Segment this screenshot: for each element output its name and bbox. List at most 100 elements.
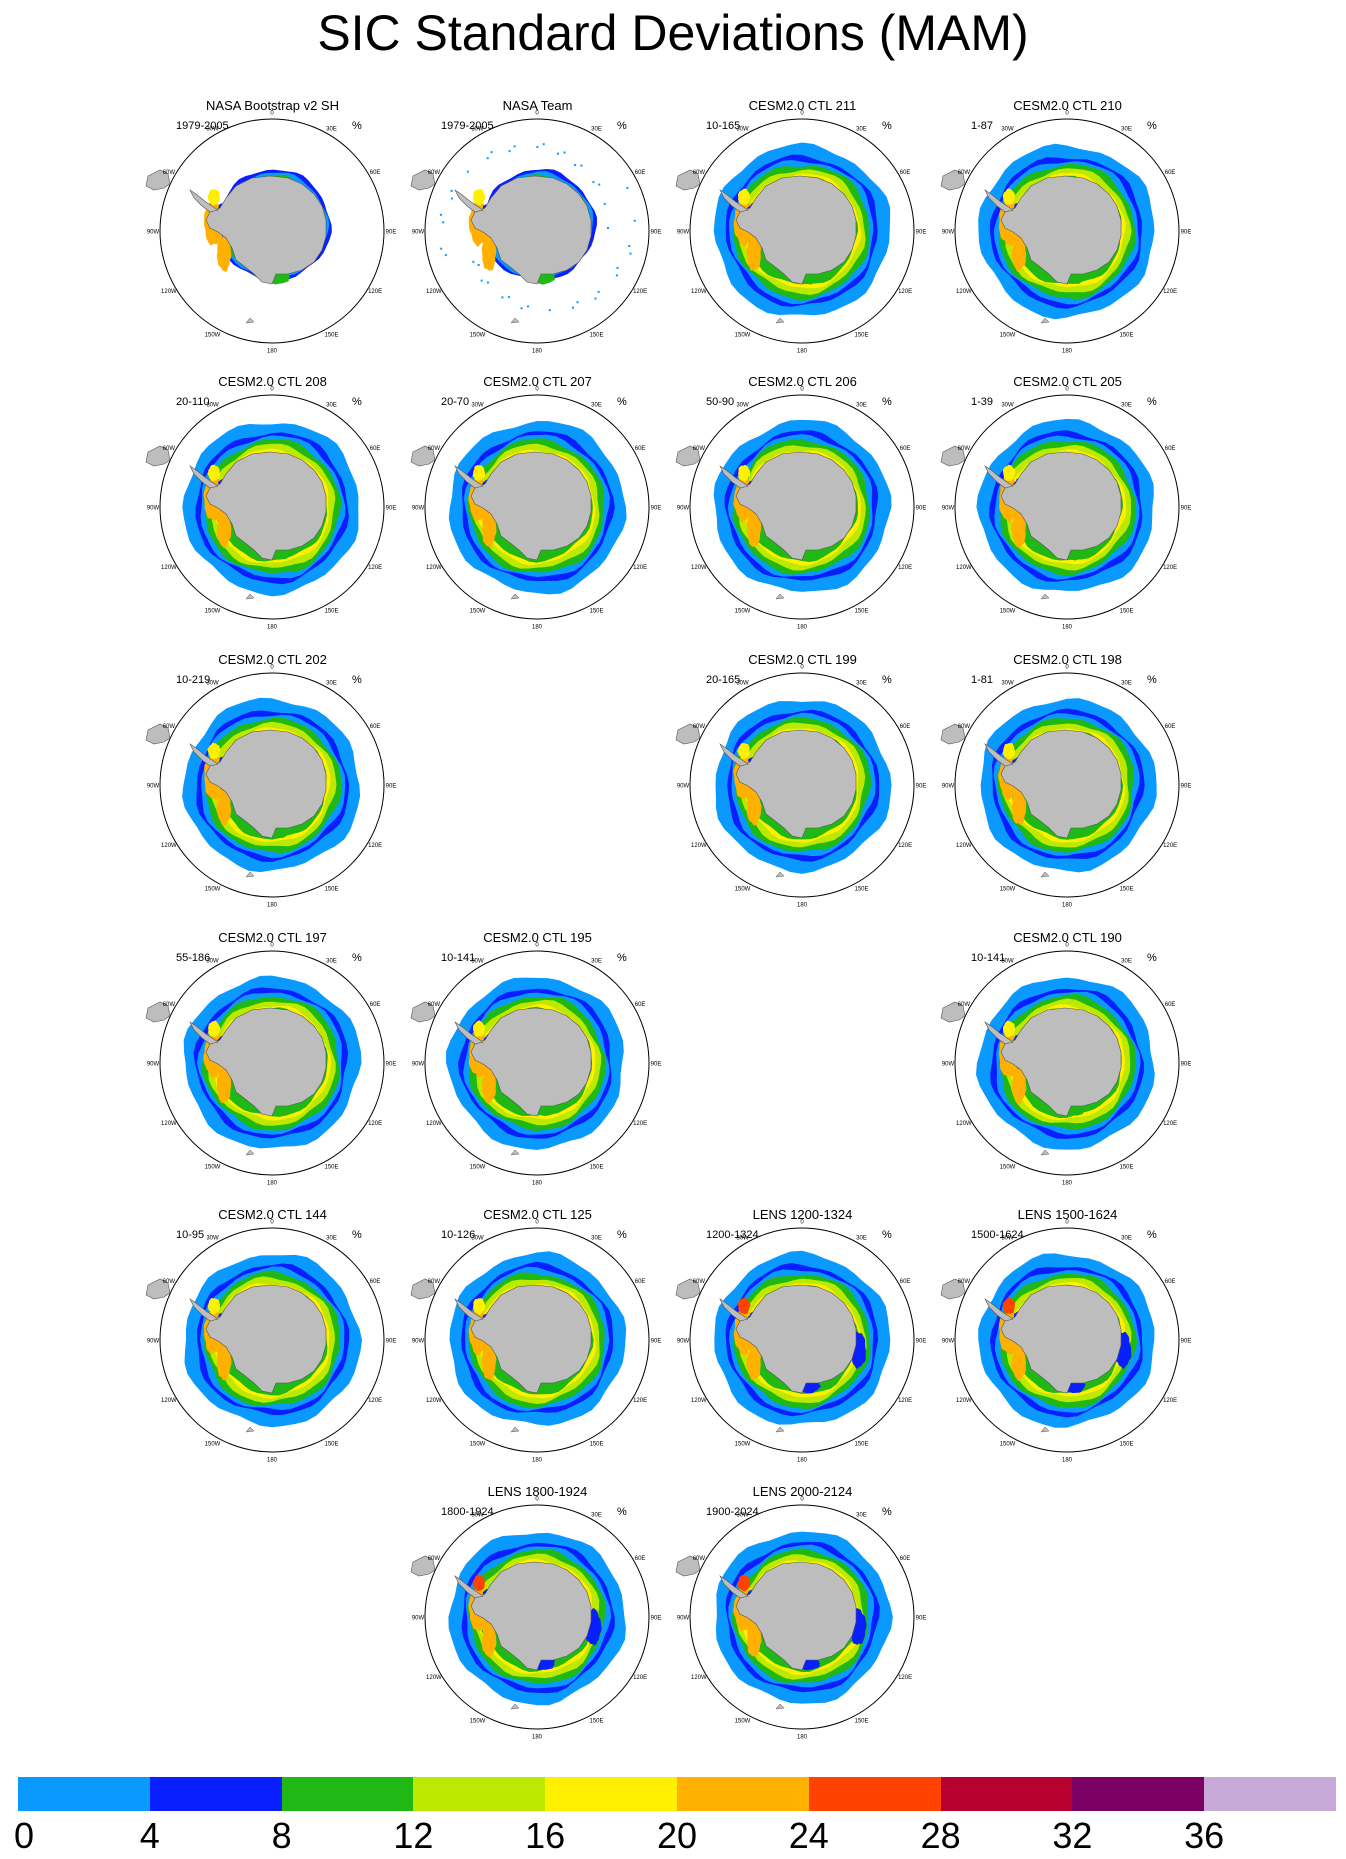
longitude-label: 60W bbox=[958, 1279, 971, 1285]
south-america-tip bbox=[145, 445, 171, 467]
longitude-label: 60E bbox=[1165, 170, 1176, 176]
longitude-label: 30E bbox=[591, 1512, 602, 1518]
polar-map: 0 30E 60E 90E 120E 150E 180 150W 120W 90W 60W 30W bbox=[940, 665, 1191, 909]
longitude-label: 120W bbox=[161, 1121, 177, 1127]
longitude-label: 60E bbox=[1165, 724, 1176, 730]
panel-unit-label: % bbox=[1147, 674, 1157, 686]
longitude-label: 120E bbox=[368, 289, 382, 295]
longitude-label: 180 bbox=[797, 1458, 808, 1464]
panel-unit-label: % bbox=[882, 674, 892, 686]
colorbar-tick-label: 20 bbox=[656, 1815, 698, 1856]
antarctica-landmass bbox=[1000, 1284, 1122, 1394]
longitude-label: 30E bbox=[1121, 402, 1132, 408]
sic-pixel bbox=[508, 150, 511, 153]
longitude-label: 90E bbox=[386, 506, 397, 512]
sic-contour-band bbox=[1011, 1067, 1027, 1105]
panel-title: CESM2.0 CTL 205 bbox=[1013, 374, 1122, 389]
longitude-label: 90W bbox=[147, 784, 160, 790]
longitude-label: 120E bbox=[898, 843, 912, 849]
longitude-label: 120E bbox=[633, 1675, 647, 1681]
panel-range-label: 10-141 bbox=[971, 952, 1006, 964]
figure-title: SIC Standard Deviations (MAM) bbox=[317, 5, 1029, 61]
sic-contour-band bbox=[481, 234, 497, 271]
sic-pixel bbox=[450, 197, 453, 200]
sic-pixel bbox=[442, 221, 445, 224]
longitude-label: 150E bbox=[1119, 609, 1133, 615]
polar-map: 0 30E 60E 90E 120E 150E 180 150W 120W 90W 60W 30W bbox=[675, 1497, 927, 1741]
map-panel: 0 30E 60E 90E 120E 150E 180 150W 120W 90W 60W 30W LE… bbox=[935, 1207, 1200, 1482]
panel-title: LENS 1800-1924 bbox=[487, 1484, 588, 1499]
longitude-label: 120E bbox=[1163, 1121, 1177, 1127]
longitude-label: 180 bbox=[797, 903, 808, 909]
panel-unit-label: % bbox=[882, 1506, 892, 1518]
colorbar-box bbox=[18, 1777, 151, 1811]
longitude-label: 150W bbox=[1000, 1442, 1016, 1448]
sic-pixel bbox=[490, 151, 493, 154]
longitude-label: 0 bbox=[1065, 387, 1069, 393]
longitude-label: 60W bbox=[693, 170, 706, 176]
antarctic-peninsula bbox=[189, 1298, 219, 1322]
panel-range-label: 1-39 bbox=[971, 396, 994, 408]
sic-contour-band bbox=[207, 1298, 221, 1315]
longitude-label: 0 bbox=[800, 1220, 804, 1226]
sic-pixel bbox=[597, 290, 600, 293]
antarctic-peninsula bbox=[719, 465, 749, 489]
longitude-label: 120W bbox=[161, 1398, 177, 1404]
antarctica-landmass bbox=[205, 1007, 327, 1117]
longitude-label: 60E bbox=[370, 1279, 381, 1285]
longitude-label: 30W bbox=[736, 1235, 749, 1241]
sic-contour-band bbox=[482, 1620, 497, 1658]
longitude-label: 30E bbox=[856, 1512, 867, 1518]
south-america-tip bbox=[410, 1555, 436, 1577]
new-zealand-tip bbox=[510, 1426, 520, 1433]
longitude-label: 150W bbox=[1000, 1165, 1016, 1171]
panel-range-label: 1979-2005 bbox=[441, 120, 494, 132]
longitude-label: 90W bbox=[942, 1339, 955, 1345]
antarctic-peninsula bbox=[719, 1575, 749, 1599]
longitude-label: 150W bbox=[735, 333, 751, 339]
longitude-label: 90W bbox=[677, 230, 690, 236]
longitude-label: 90E bbox=[651, 230, 662, 236]
new-zealand-tip bbox=[1040, 317, 1050, 324]
colorbar-box bbox=[808, 1777, 942, 1811]
longitude-label: 30W bbox=[471, 958, 484, 964]
longitude-label: 0 bbox=[800, 1497, 804, 1503]
sic-contour-band bbox=[1011, 234, 1027, 272]
sic-contour-band bbox=[1011, 1343, 1026, 1381]
sic-pixel bbox=[616, 266, 619, 269]
south-america-tip bbox=[145, 723, 171, 745]
longitude-label: 60E bbox=[900, 1279, 911, 1285]
longitude-label: 90E bbox=[916, 1616, 927, 1622]
south-america-tip bbox=[675, 1555, 701, 1577]
longitude-label: 60W bbox=[958, 1002, 971, 1008]
panel-range-label: 1900-2024 bbox=[706, 1506, 759, 1518]
longitude-label: 180 bbox=[1062, 1458, 1073, 1464]
panel-title: LENS 1200-1324 bbox=[752, 1207, 853, 1222]
sic-pixel bbox=[501, 296, 504, 299]
new-zealand-tip bbox=[1040, 593, 1050, 600]
antarctic-peninsula bbox=[454, 1575, 484, 1599]
sic-pixel bbox=[444, 254, 447, 257]
longitude-label: 180 bbox=[532, 1458, 543, 1464]
sic-pixel bbox=[626, 186, 629, 189]
longitude-label: 90E bbox=[916, 230, 927, 236]
longitude-label: 180 bbox=[267, 1181, 278, 1187]
panel-title: CESM2.0 CTL 199 bbox=[748, 652, 857, 667]
longitude-label: 0 bbox=[535, 111, 539, 117]
longitude-label: 90W bbox=[677, 1616, 690, 1622]
longitude-label: 180 bbox=[267, 1458, 278, 1464]
longitude-label: 120E bbox=[898, 565, 912, 571]
new-zealand-tip bbox=[510, 593, 520, 600]
longitude-label: 180 bbox=[267, 625, 278, 631]
panel-unit-label: % bbox=[882, 120, 892, 132]
colorbar-box bbox=[281, 1777, 414, 1811]
longitude-label: 60E bbox=[900, 1556, 911, 1562]
map-panel: 0 30E 60E 90E 120E 150E 180 150W 120W 90W 60W 30W LE… bbox=[670, 1484, 935, 1759]
new-zealand-tip bbox=[775, 317, 785, 324]
longitude-label: 90E bbox=[1181, 1339, 1192, 1345]
sic-pixel bbox=[466, 170, 469, 173]
new-zealand-tip bbox=[1040, 1426, 1050, 1433]
polar-map: 0 30E 60E 90E 120E 150E 180 150W 120W 90W 60W 30W bbox=[410, 943, 661, 1187]
longitude-label: 150E bbox=[1119, 1442, 1133, 1448]
longitude-label: 150E bbox=[589, 1442, 603, 1448]
